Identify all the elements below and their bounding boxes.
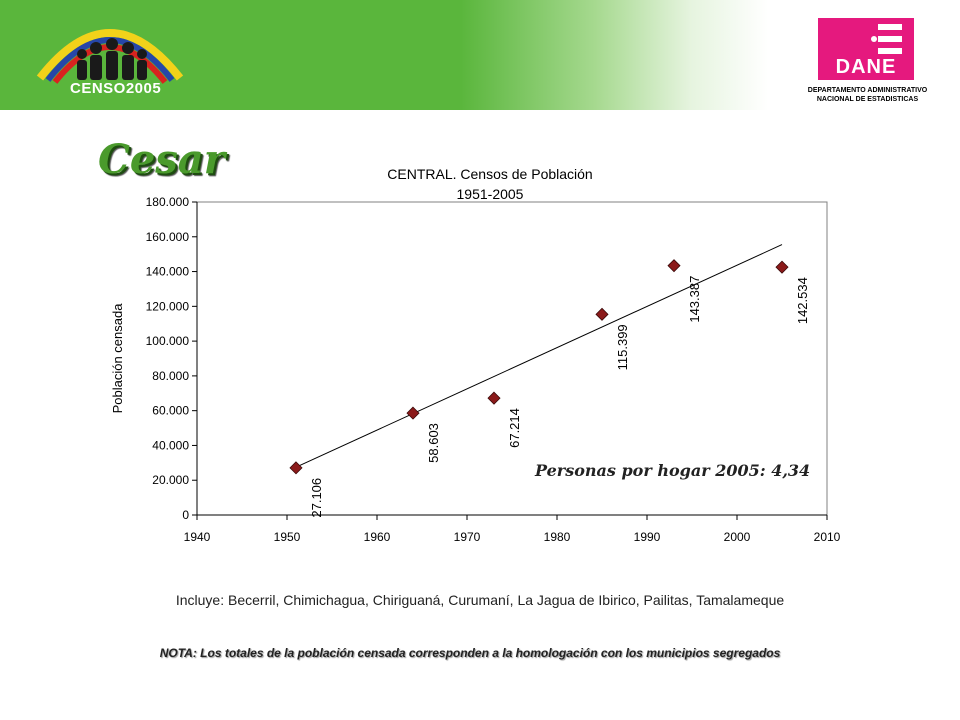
x-tick-label: 1980 <box>544 530 571 544</box>
data-point <box>775 260 789 274</box>
trendline <box>295 244 783 468</box>
data-label: 67.214 <box>507 408 522 448</box>
x-tick-label: 1950 <box>274 530 301 544</box>
x-tick-label: 1960 <box>364 530 391 544</box>
dane-logo <box>818 18 914 80</box>
y-tick-label: 140.000 <box>146 265 190 279</box>
y-axis-label: Población censada <box>110 303 125 414</box>
y-tick-label: 40.000 <box>152 438 189 452</box>
households-annotation: Personas por hogar 2005: 4,34 <box>534 461 810 480</box>
data-label: 142.534 <box>795 277 810 324</box>
y-tick-label: 60.000 <box>152 404 189 418</box>
data-point <box>406 406 420 420</box>
y-tick-label: 180.000 <box>146 195 190 209</box>
data-label: 27.106 <box>309 478 324 518</box>
y-tick-label: 120.000 <box>146 299 190 313</box>
data-point <box>289 461 303 475</box>
page-title: Cesar <box>98 136 225 183</box>
dane-logo-text: DANE <box>835 56 897 78</box>
dane-subtitle-line1: DEPARTAMENTO ADMINISTRATIVO <box>807 87 928 94</box>
data-point <box>667 259 681 273</box>
dane-subtitle-line2: NACIONAL DE ESTADISTICAS <box>816 96 919 103</box>
x-tick-label: 2010 <box>814 530 841 544</box>
included-municipalities: Incluye: Becerril, Chimichagua, Chirigua… <box>175 592 785 608</box>
data-label: 115.399 <box>615 324 630 370</box>
data-label: 58.603 <box>426 423 441 463</box>
data-label: 143.387 <box>687 276 702 323</box>
data-point <box>595 307 609 321</box>
dane-subtitle: DEPARTAMENTO ADMINISTRATIVO NACIONAL DE … <box>790 86 945 104</box>
chart-title-line1: CENTRAL. Censos de Población <box>387 166 593 182</box>
data-point <box>487 391 501 405</box>
x-tick-label: 1940 <box>184 530 211 544</box>
footnote: NOTA: Los totales de la población censad… <box>159 646 781 660</box>
x-tick-label: 1990 <box>634 530 661 544</box>
y-tick-label: 0 <box>182 508 189 522</box>
y-tick-label: 80.000 <box>152 369 189 383</box>
y-tick-label: 100.000 <box>146 334 190 348</box>
x-tick-label: 1970 <box>454 530 481 544</box>
censo-2005-logo <box>36 29 184 84</box>
plot-frame <box>196 201 828 516</box>
chart-title: CENTRAL. Censos de Población 1951-2005 <box>340 164 640 204</box>
chart-title-line2: 1951-2005 <box>456 186 524 202</box>
y-tick-label: 160.000 <box>146 230 190 244</box>
y-tick-label: 20.000 <box>152 473 189 487</box>
x-tick-label: 2000 <box>724 530 751 544</box>
censo-logo-text: CENSO2005 <box>70 80 162 97</box>
